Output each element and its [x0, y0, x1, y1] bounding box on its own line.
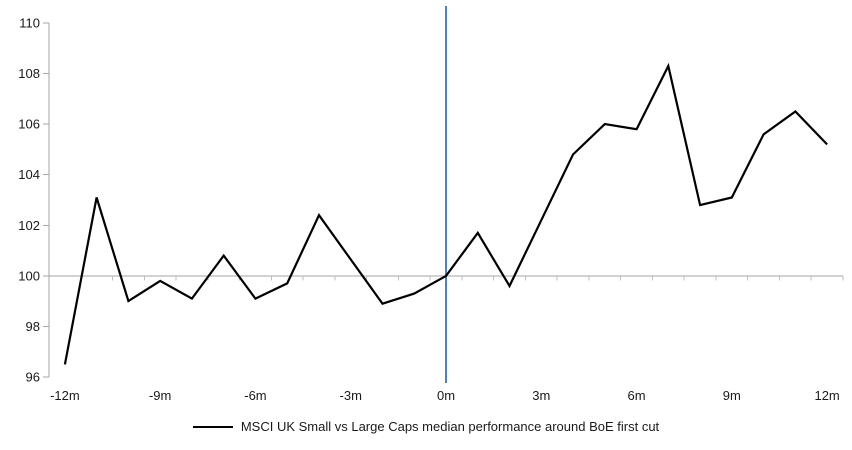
y-axis-tick-label: 106: [18, 117, 40, 132]
y-axis-tick-label: 102: [18, 218, 40, 233]
legend: MSCI UK Small vs Large Caps median perfo…: [0, 419, 852, 434]
x-axis-tick-label: 3m: [532, 388, 550, 403]
x-axis-tick-label: 12m: [814, 388, 839, 403]
series-line: [63, 62, 828, 365]
y-axis-tick-label: 108: [18, 66, 40, 81]
x-axis-tick-label: 6m: [628, 388, 646, 403]
y-axis-tick-label: 98: [26, 319, 40, 334]
x-axis-tick-label: -3m: [340, 388, 362, 403]
x-axis-tick-label: -12m: [50, 388, 80, 403]
y-axis-tick-label: 100: [18, 268, 40, 283]
x-axis-tick-label: -6m: [244, 388, 266, 403]
x-axis-tick-label: -9m: [149, 388, 171, 403]
y-axis-tick-label: 96: [26, 370, 40, 385]
x-axis-tick-label: 0m: [437, 388, 455, 403]
x-axis-tick-label: 9m: [723, 388, 741, 403]
y-axis-tick-label: 110: [19, 16, 40, 31]
legend-label: MSCI UK Small vs Large Caps median perfo…: [240, 419, 660, 434]
y-axis-tick-label: 104: [18, 167, 40, 182]
legend-line-sample: [192, 425, 233, 428]
